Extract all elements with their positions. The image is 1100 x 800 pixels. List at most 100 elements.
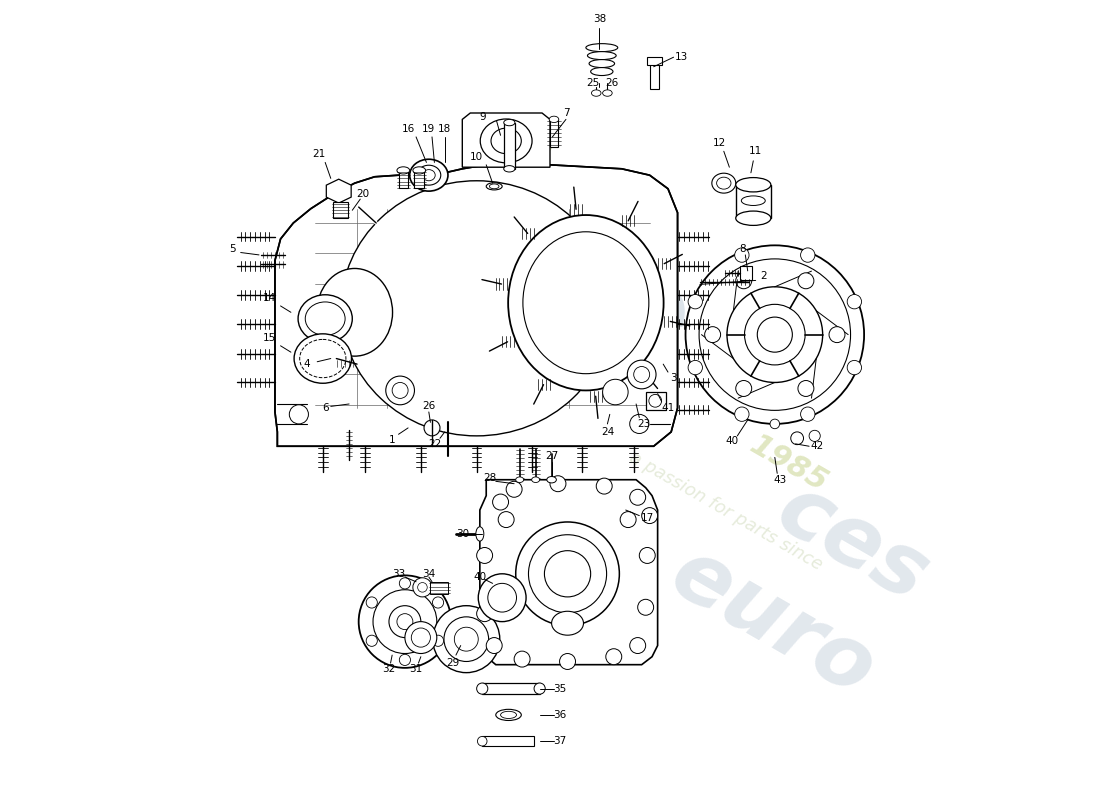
Text: 8: 8 bbox=[739, 243, 746, 254]
Circle shape bbox=[603, 379, 628, 405]
Circle shape bbox=[411, 628, 430, 647]
Ellipse shape bbox=[535, 683, 546, 694]
Ellipse shape bbox=[547, 477, 557, 483]
Bar bbox=[504, 122, 515, 169]
Text: 42: 42 bbox=[811, 442, 824, 451]
Ellipse shape bbox=[590, 59, 615, 67]
Text: 1985: 1985 bbox=[745, 430, 833, 498]
Circle shape bbox=[700, 259, 850, 410]
Circle shape bbox=[638, 599, 653, 615]
Text: 10: 10 bbox=[470, 152, 483, 162]
Text: 9: 9 bbox=[478, 112, 485, 122]
Ellipse shape bbox=[491, 128, 521, 154]
Bar bbox=[482, 737, 535, 746]
Ellipse shape bbox=[712, 173, 736, 193]
Ellipse shape bbox=[741, 196, 766, 206]
Bar bbox=[482, 683, 540, 694]
Text: 43: 43 bbox=[773, 474, 786, 485]
Text: ces: ces bbox=[762, 467, 943, 619]
Text: 25: 25 bbox=[586, 78, 600, 88]
Ellipse shape bbox=[508, 215, 663, 390]
Circle shape bbox=[596, 478, 613, 494]
Ellipse shape bbox=[476, 683, 487, 694]
Text: euro: euro bbox=[657, 532, 890, 714]
Ellipse shape bbox=[422, 170, 436, 181]
Circle shape bbox=[629, 414, 649, 434]
Circle shape bbox=[366, 597, 377, 608]
Text: ces: ces bbox=[522, 257, 769, 384]
Text: 30: 30 bbox=[455, 529, 469, 539]
Circle shape bbox=[386, 376, 415, 405]
Text: euro: euro bbox=[285, 257, 624, 384]
Ellipse shape bbox=[412, 167, 426, 174]
Text: 23: 23 bbox=[637, 419, 651, 429]
Circle shape bbox=[801, 407, 815, 422]
Ellipse shape bbox=[299, 339, 345, 378]
Circle shape bbox=[289, 405, 308, 424]
Bar bbox=[415, 170, 424, 188]
Text: 34: 34 bbox=[422, 569, 436, 578]
Text: 41: 41 bbox=[661, 403, 674, 413]
Circle shape bbox=[405, 622, 437, 654]
Circle shape bbox=[432, 635, 443, 646]
Ellipse shape bbox=[736, 211, 771, 226]
Text: 14: 14 bbox=[263, 293, 276, 303]
Circle shape bbox=[397, 614, 412, 630]
Text: 26: 26 bbox=[606, 78, 619, 88]
Text: 24: 24 bbox=[601, 427, 614, 437]
Circle shape bbox=[649, 394, 661, 407]
Circle shape bbox=[444, 617, 488, 662]
Ellipse shape bbox=[549, 116, 559, 122]
Polygon shape bbox=[275, 165, 678, 446]
Circle shape bbox=[736, 381, 751, 397]
Ellipse shape bbox=[476, 526, 484, 541]
Circle shape bbox=[454, 627, 478, 651]
Circle shape bbox=[627, 360, 656, 389]
Ellipse shape bbox=[417, 166, 441, 185]
Circle shape bbox=[399, 654, 410, 666]
Text: 19: 19 bbox=[422, 124, 436, 134]
Text: 40: 40 bbox=[725, 437, 738, 446]
Text: 11: 11 bbox=[749, 146, 762, 156]
Ellipse shape bbox=[531, 477, 540, 482]
Ellipse shape bbox=[481, 119, 532, 163]
Circle shape bbox=[620, 512, 636, 527]
Circle shape bbox=[476, 547, 493, 563]
Circle shape bbox=[412, 578, 432, 597]
Circle shape bbox=[514, 651, 530, 667]
Ellipse shape bbox=[397, 167, 409, 174]
Text: 12: 12 bbox=[713, 138, 726, 148]
Polygon shape bbox=[327, 179, 351, 203]
Circle shape bbox=[392, 382, 408, 398]
Circle shape bbox=[366, 635, 377, 646]
Text: 31: 31 bbox=[409, 665, 422, 674]
Circle shape bbox=[770, 419, 780, 429]
Circle shape bbox=[798, 273, 814, 289]
Circle shape bbox=[506, 482, 522, 498]
Text: 35: 35 bbox=[553, 683, 566, 694]
Ellipse shape bbox=[551, 611, 583, 635]
Ellipse shape bbox=[516, 522, 619, 626]
Circle shape bbox=[373, 590, 437, 654]
Bar bbox=[646, 392, 666, 410]
Text: 6: 6 bbox=[322, 403, 329, 413]
Circle shape bbox=[487, 583, 517, 612]
Ellipse shape bbox=[500, 711, 517, 718]
Text: 5: 5 bbox=[230, 243, 236, 254]
Text: 15: 15 bbox=[263, 333, 276, 343]
Ellipse shape bbox=[522, 232, 649, 374]
Circle shape bbox=[634, 366, 650, 382]
Ellipse shape bbox=[528, 534, 606, 613]
Ellipse shape bbox=[516, 477, 524, 482]
Circle shape bbox=[735, 407, 749, 422]
Circle shape bbox=[486, 638, 503, 654]
Circle shape bbox=[629, 638, 646, 654]
Text: 22: 22 bbox=[428, 439, 441, 449]
Circle shape bbox=[560, 654, 575, 670]
Circle shape bbox=[629, 490, 646, 506]
Circle shape bbox=[432, 606, 499, 673]
Text: 4: 4 bbox=[304, 359, 310, 369]
Text: 36: 36 bbox=[553, 710, 566, 720]
Text: 7: 7 bbox=[562, 108, 570, 118]
Ellipse shape bbox=[603, 90, 613, 96]
